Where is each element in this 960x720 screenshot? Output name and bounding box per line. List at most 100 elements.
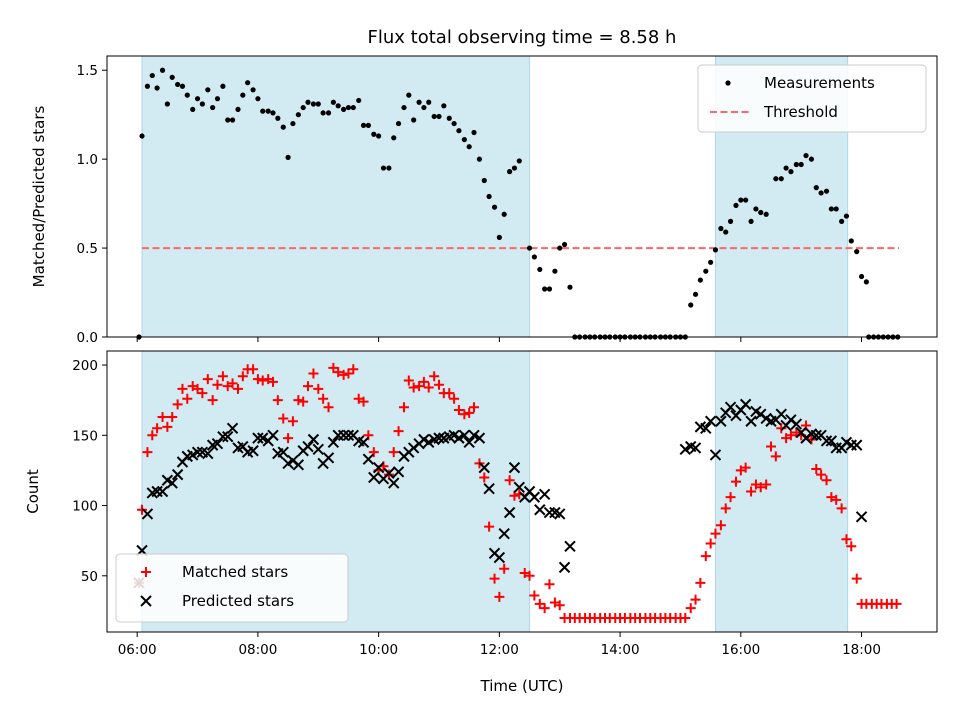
top-y-ticks: 0.0 0.5 1.0 1.5 bbox=[77, 63, 107, 346]
data-point bbox=[418, 376, 429, 387]
data-point bbox=[700, 551, 711, 562]
top-y-axis-label: Matched/Predicted stars bbox=[30, 106, 48, 288]
data-point bbox=[486, 193, 492, 200]
data-point bbox=[516, 158, 522, 164]
data-point bbox=[348, 364, 359, 375]
data-point bbox=[459, 409, 470, 420]
data-point bbox=[818, 190, 824, 196]
legend-entry-label: Predicted stars bbox=[182, 592, 294, 610]
data-point bbox=[836, 503, 847, 514]
bottom-x-ticks: 06:00 08:00 10:00 12:00 14:00 16:00 18:00 bbox=[118, 632, 881, 658]
data-point bbox=[697, 277, 703, 283]
data-point bbox=[724, 401, 737, 413]
data-point bbox=[312, 443, 324, 456]
data-point bbox=[705, 538, 716, 549]
data-point bbox=[278, 413, 289, 424]
data-point bbox=[494, 591, 505, 602]
data-point bbox=[164, 101, 170, 107]
data-point bbox=[778, 176, 784, 182]
data-point bbox=[197, 388, 208, 399]
data-point bbox=[322, 452, 335, 464]
data-point bbox=[501, 211, 507, 217]
data-point bbox=[323, 402, 334, 413]
data-point bbox=[441, 103, 447, 109]
data-point bbox=[434, 379, 444, 390]
top-legend: Measurements Threshold bbox=[697, 64, 927, 133]
data-point bbox=[362, 453, 375, 465]
data-point bbox=[718, 225, 724, 232]
data-point bbox=[858, 273, 865, 280]
data-point bbox=[333, 367, 344, 378]
data-point bbox=[491, 204, 498, 210]
data-point bbox=[813, 185, 819, 191]
top-axes-frame bbox=[106, 55, 938, 338]
x-tick-label: 10:00 bbox=[359, 642, 398, 658]
data-point bbox=[848, 238, 854, 244]
data-point bbox=[755, 482, 766, 493]
data-point bbox=[167, 412, 178, 423]
data-point bbox=[327, 436, 340, 449]
data-point bbox=[552, 268, 558, 274]
data-point bbox=[820, 435, 833, 447]
data-point bbox=[222, 430, 234, 443]
data-point bbox=[715, 520, 726, 531]
data-point bbox=[227, 378, 238, 389]
data-point bbox=[483, 482, 495, 495]
data-point bbox=[398, 402, 409, 413]
data-point bbox=[162, 421, 173, 432]
data-point bbox=[839, 218, 845, 224]
data-point bbox=[564, 540, 576, 553]
bottom-axes-frame bbox=[106, 350, 938, 633]
data-point bbox=[386, 165, 392, 171]
legend-marker-swatch bbox=[725, 80, 731, 86]
data-point bbox=[473, 432, 486, 444]
data-point bbox=[496, 234, 502, 241]
data-point bbox=[360, 122, 367, 128]
data-point bbox=[260, 108, 266, 114]
data-point bbox=[175, 81, 181, 88]
data-point bbox=[292, 459, 305, 471]
data-point bbox=[280, 124, 286, 130]
data-point bbox=[689, 442, 702, 454]
data-point bbox=[157, 412, 168, 423]
data-point bbox=[469, 402, 480, 413]
data-point bbox=[534, 504, 546, 516]
data-point bbox=[758, 209, 764, 216]
data-point bbox=[207, 395, 218, 406]
data-point bbox=[453, 405, 464, 416]
y-tick-label: 0.0 bbox=[77, 330, 98, 346]
data-point bbox=[202, 374, 213, 385]
data-point bbox=[225, 117, 231, 123]
legend-entry-label: Threshold bbox=[763, 103, 838, 121]
data-point bbox=[245, 80, 251, 86]
data-point bbox=[468, 429, 480, 442]
data-point bbox=[308, 368, 319, 379]
data-point bbox=[210, 104, 216, 111]
data-point bbox=[451, 120, 457, 127]
data-point bbox=[558, 561, 571, 574]
data-point bbox=[358, 396, 369, 407]
data-point bbox=[773, 176, 779, 182]
data-point bbox=[310, 101, 317, 107]
observing-window-span bbox=[714, 350, 849, 633]
data-point bbox=[172, 399, 183, 410]
data-point bbox=[775, 408, 787, 420]
data-point bbox=[270, 110, 276, 116]
data-point bbox=[790, 418, 803, 430]
data-point bbox=[147, 430, 158, 441]
data-point bbox=[508, 461, 521, 474]
data-point bbox=[235, 106, 241, 112]
data-point bbox=[855, 511, 868, 523]
data-point bbox=[507, 169, 513, 175]
data-point bbox=[372, 461, 385, 474]
data-point bbox=[250, 87, 256, 93]
data-point bbox=[303, 381, 314, 392]
data-point bbox=[831, 494, 842, 505]
y-tick-label: 0.5 bbox=[77, 241, 98, 257]
data-point bbox=[305, 99, 311, 105]
data-point bbox=[330, 99, 336, 105]
data-point bbox=[748, 218, 754, 224]
x-tick-label: 06:00 bbox=[118, 642, 157, 658]
top-x-ticks bbox=[136, 337, 863, 342]
data-point bbox=[753, 206, 759, 212]
